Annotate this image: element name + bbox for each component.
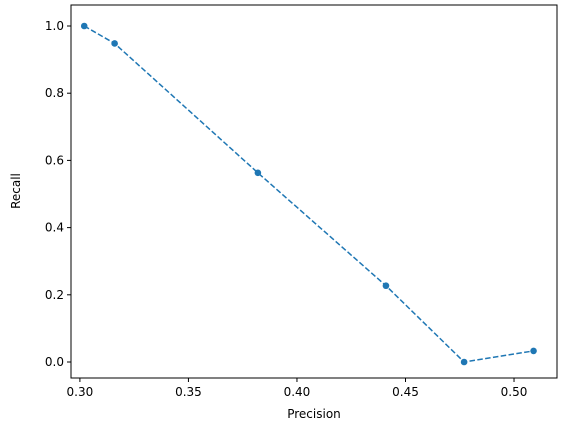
data-point xyxy=(382,282,390,290)
x-axis-label: Precision xyxy=(287,407,341,421)
y-tick-label: 0.6 xyxy=(45,153,64,167)
data-point xyxy=(254,169,262,177)
x-tick-label: 0.35 xyxy=(175,385,202,399)
data-point xyxy=(530,347,537,355)
data-point xyxy=(460,358,468,366)
y-tick-label: 0.2 xyxy=(45,288,64,302)
x-tick-label: 0.30 xyxy=(67,385,94,399)
x-tick-label: 0.40 xyxy=(284,385,311,399)
series-line xyxy=(83,25,534,363)
y-tick-label: 0.0 xyxy=(45,355,64,369)
data-point xyxy=(111,40,118,47)
y-tick-label: 0.4 xyxy=(45,221,64,235)
y-tick-label: 1.0 xyxy=(45,19,64,33)
data-point xyxy=(80,22,88,30)
axes-frame xyxy=(70,4,558,379)
y-tick-label: 0.8 xyxy=(45,86,64,100)
x-tick-label: 0.45 xyxy=(392,385,419,399)
x-tick-label: 0.50 xyxy=(501,385,528,399)
y-axis-label: Recall xyxy=(9,173,23,209)
